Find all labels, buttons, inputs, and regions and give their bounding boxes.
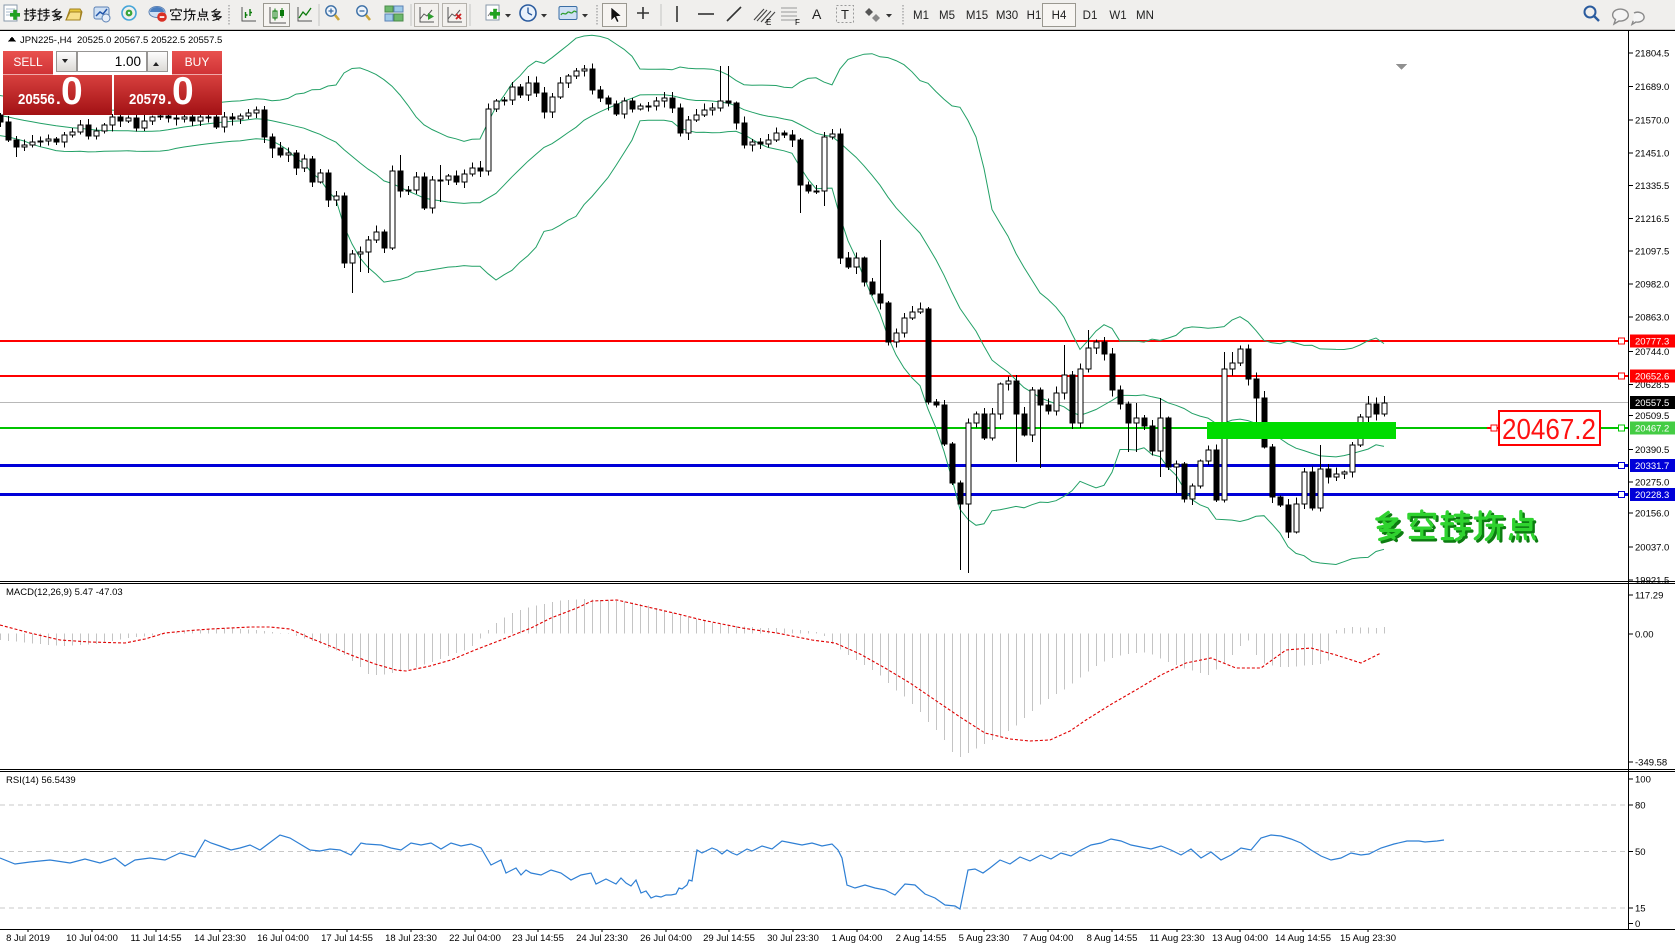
svg-text:20390.5: 20390.5	[1635, 445, 1669, 456]
svg-text:16 Jul 04:00: 16 Jul 04:00	[257, 933, 309, 944]
svg-text:20331.7: 20331.7	[1635, 461, 1669, 472]
svg-text:80: 80	[1635, 801, 1646, 812]
svg-text:A: A	[812, 6, 822, 22]
svg-text:13 Aug 04:00: 13 Aug 04:00	[1212, 933, 1268, 944]
svg-text:20863.0: 20863.0	[1635, 313, 1669, 324]
svg-text:10 Jul 04:00: 10 Jul 04:00	[66, 933, 118, 944]
svg-text:20744.0: 20744.0	[1635, 347, 1669, 358]
svg-text:20156.0: 20156.0	[1635, 509, 1669, 520]
svg-text:29 Jul 14:55: 29 Jul 14:55	[703, 933, 755, 944]
svg-text:0: 0	[1635, 919, 1640, 930]
svg-text:23 Jul 14:55: 23 Jul 14:55	[512, 933, 564, 944]
svg-text:17 Jul 14:55: 17 Jul 14:55	[321, 933, 373, 944]
svg-text:21804.5: 21804.5	[1635, 49, 1669, 60]
svg-text:E: E	[766, 18, 771, 27]
svg-text:24 Jul 23:30: 24 Jul 23:30	[576, 933, 628, 944]
svg-text:RSI(14) 56.5439: RSI(14) 56.5439	[6, 775, 76, 786]
svg-text:15: 15	[1635, 904, 1646, 915]
svg-text:11 Jul 14:55: 11 Jul 14:55	[130, 933, 181, 944]
svg-text:50: 50	[1635, 847, 1646, 858]
svg-text:D1: D1	[1083, 10, 1098, 22]
svg-text:11 Aug 23:30: 11 Aug 23:30	[1149, 933, 1204, 944]
svg-text:M15: M15	[966, 10, 988, 22]
svg-text:0.00: 0.00	[1635, 630, 1654, 641]
svg-text:-349.58: -349.58	[1635, 758, 1667, 769]
svg-text:H4: H4	[1052, 10, 1067, 22]
svg-text:18 Jul 23:30: 18 Jul 23:30	[385, 933, 437, 944]
svg-text:20652.6: 20652.6	[1635, 372, 1669, 383]
svg-text:8 Aug 14:55: 8 Aug 14:55	[1087, 933, 1138, 944]
svg-text:30 Jul 23:30: 30 Jul 23:30	[767, 933, 819, 944]
svg-text:26 Jul 04:00: 26 Jul 04:00	[640, 933, 692, 944]
svg-text:7 Aug 04:00: 7 Aug 04:00	[1023, 933, 1074, 944]
svg-text:MN: MN	[1136, 10, 1154, 22]
svg-text:14 Jul 23:30: 14 Jul 23:30	[194, 933, 246, 944]
svg-text:20628.5: 20628.5	[1635, 380, 1669, 391]
svg-text:M1: M1	[913, 10, 929, 22]
svg-text:5 Aug 23:30: 5 Aug 23:30	[959, 933, 1010, 944]
svg-text:100: 100	[1635, 775, 1651, 786]
svg-text:19921.5: 19921.5	[1635, 576, 1669, 587]
svg-text:F: F	[795, 18, 800, 27]
svg-text:20509.5: 20509.5	[1635, 411, 1669, 422]
svg-text:M30: M30	[996, 10, 1018, 22]
svg-text:14 Aug 14:55: 14 Aug 14:55	[1275, 933, 1331, 944]
svg-text:JPN225-,H4 20525.0 20567.5 20: JPN225-,H4 20525.0 20567.5 20522.5 20557…	[20, 35, 222, 46]
svg-text:21451.0: 21451.0	[1635, 149, 1669, 160]
svg-text:20275.0: 20275.0	[1635, 478, 1669, 489]
svg-text:21570.0: 21570.0	[1635, 116, 1669, 127]
svg-text:20982.0: 20982.0	[1635, 280, 1669, 291]
svg-text:22 Jul 04:00: 22 Jul 04:00	[449, 933, 501, 944]
svg-text:21335.5: 21335.5	[1635, 181, 1669, 192]
svg-text:20037.0: 20037.0	[1635, 543, 1669, 554]
svg-text:2 Aug 14:55: 2 Aug 14:55	[896, 933, 947, 944]
svg-text:W1: W1	[1109, 10, 1126, 22]
svg-text:8 Jul 2019: 8 Jul 2019	[6, 933, 50, 944]
svg-text:21216.5: 21216.5	[1635, 214, 1669, 225]
svg-text:H1: H1	[1027, 10, 1042, 22]
svg-text:117.29: 117.29	[1635, 591, 1663, 602]
svg-text:21689.0: 21689.0	[1635, 82, 1669, 93]
svg-text:T: T	[841, 7, 849, 22]
svg-text:1 Aug 04:00: 1 Aug 04:00	[832, 933, 883, 944]
svg-text:15 Aug 23:30: 15 Aug 23:30	[1340, 933, 1396, 944]
svg-text:21097.5: 21097.5	[1635, 247, 1669, 258]
svg-text:20467.2: 20467.2	[1502, 414, 1596, 446]
svg-text:20228.3: 20228.3	[1635, 490, 1669, 501]
svg-text:MACD(12,26,9) 5.47 -47.03: MACD(12,26,9) 5.47 -47.03	[6, 587, 123, 598]
svg-text:20777.3: 20777.3	[1635, 337, 1669, 348]
svg-text:20467.2: 20467.2	[1635, 424, 1669, 435]
svg-text:M5: M5	[939, 10, 955, 22]
svg-text:20557.5: 20557.5	[1635, 398, 1669, 409]
